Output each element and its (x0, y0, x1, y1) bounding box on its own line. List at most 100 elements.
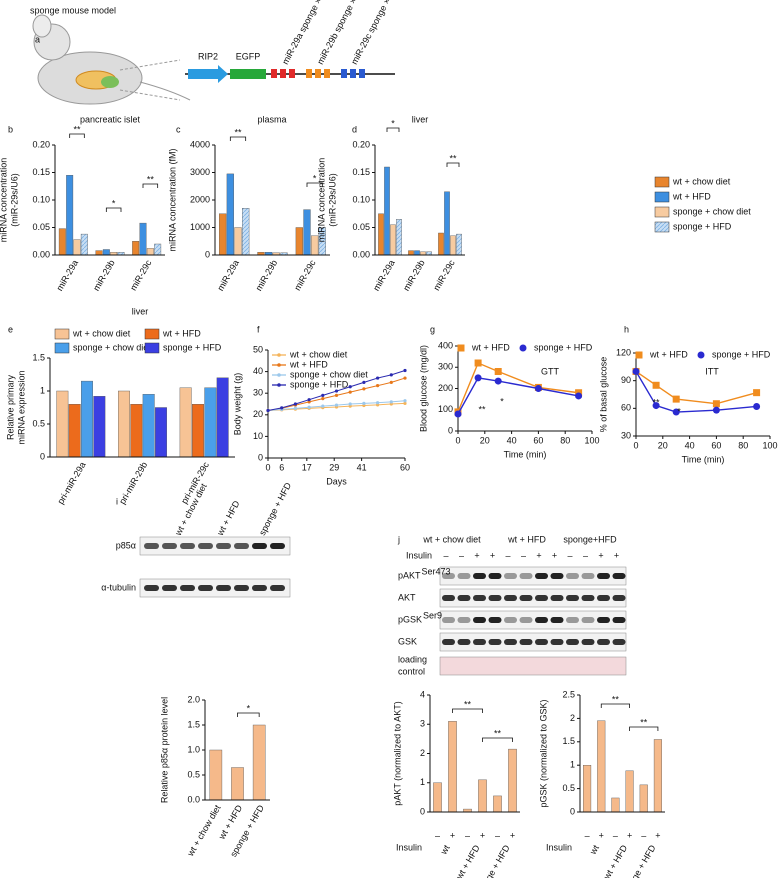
legend-label: wt + chow diet (72, 328, 131, 338)
y-tick-label: 1 (570, 760, 575, 770)
significance-label: * (391, 118, 395, 128)
bar (219, 213, 227, 256)
x-axis-label: Time (min) (682, 454, 725, 464)
data-point (293, 406, 297, 410)
blot-band (550, 639, 564, 645)
significance-label: ** (640, 717, 648, 727)
x-tick-label: 40 (507, 435, 517, 445)
blot-band (442, 573, 455, 579)
panel-letter: d (352, 124, 357, 134)
group-label: sponge+HFD (563, 534, 617, 544)
bar (146, 248, 154, 256)
data-point (454, 410, 462, 418)
y-tick-label: 4 (420, 689, 425, 699)
bar (66, 175, 74, 256)
insulin-label: Insulin (406, 550, 432, 560)
y-tick-label: 30 (621, 430, 631, 440)
group-label: wt + HFD (507, 534, 546, 544)
bar (597, 720, 606, 813)
insulin-label: Insulin (546, 842, 572, 852)
legend-swatch (144, 342, 160, 354)
bar (209, 749, 223, 801)
x-tick-label: miR-29b (254, 258, 280, 292)
y-tick-label: 120 (616, 347, 631, 357)
bar (56, 390, 69, 458)
bar (154, 243, 162, 256)
y-tick-label: 1000 (190, 222, 210, 232)
data-point (672, 395, 680, 403)
blot-band (198, 543, 213, 549)
blot-band (457, 573, 471, 579)
insulin-sign: + (552, 550, 557, 560)
data-point (389, 380, 393, 384)
blot-band (550, 595, 564, 601)
data-point (362, 401, 366, 405)
y-tick-label: 10 (253, 431, 263, 441)
data-point (389, 400, 393, 404)
x-tick-label: miR-29a (54, 258, 80, 292)
y-tick-label: 90 (621, 375, 631, 385)
y-tick-label: 400 (438, 340, 453, 350)
y-tick-label: 2 (420, 748, 425, 758)
blot (139, 536, 291, 556)
bar (118, 390, 130, 458)
blot-row-label: GSK (398, 636, 417, 646)
x-tick-label: 6 (279, 462, 284, 472)
bar (433, 782, 442, 813)
blot-band (535, 617, 548, 623)
y-axis-label: Relative primary (5, 374, 15, 440)
legend-swatch (54, 328, 70, 340)
data-point (348, 402, 352, 406)
legend-swatch (144, 328, 160, 340)
insulin-sign: – (641, 830, 646, 840)
bar (139, 222, 147, 256)
significance-label: ** (234, 127, 242, 137)
data-point (321, 397, 325, 401)
bar (508, 748, 517, 813)
insulin-sign: + (599, 830, 604, 840)
x-tick-label: 80 (560, 435, 570, 445)
blot-band (566, 639, 579, 645)
blot-band (504, 617, 517, 623)
bar (493, 795, 502, 813)
y-tick-label: 0.00 (352, 249, 370, 259)
y-axis-label: Blood glucose (mg/dl) (418, 345, 428, 432)
insulin-sign: + (450, 830, 455, 840)
significance-bracket (105, 207, 122, 212)
blot-band (597, 639, 610, 645)
data-point (519, 344, 527, 352)
x-tick-label: miR-29c (292, 258, 318, 292)
data-point (494, 368, 502, 375)
bar (130, 404, 143, 458)
y-axis-label: miRNA concentration (0, 158, 8, 243)
significance-label: * (247, 703, 251, 713)
data-point (403, 368, 407, 373)
y-tick-label: 1.5 (562, 736, 575, 746)
insulin-sign: + (627, 830, 632, 840)
blot-band (535, 595, 548, 601)
x-tick-label: miR-29a (215, 258, 241, 292)
blot-band (597, 573, 610, 579)
y-tick-label: 0.20 (32, 139, 50, 149)
blot-band (566, 617, 579, 623)
y-axis-label: miRNA expression (16, 370, 26, 444)
blot-band (504, 639, 517, 645)
data-point (334, 403, 339, 407)
insulin-sign: – (443, 550, 448, 560)
data-point (321, 404, 325, 408)
bar (625, 770, 634, 813)
blot-band (252, 585, 267, 591)
x-tick-label: wt + chow diet (185, 803, 223, 859)
blot (439, 656, 627, 676)
panel-letter: h (624, 324, 629, 334)
blot-band (488, 617, 502, 623)
x-tick-label: miR-29b (91, 258, 117, 292)
significance-bracket (452, 708, 483, 713)
blot-band (473, 573, 486, 579)
x-tick-label: 0 (455, 435, 460, 445)
blot-band (488, 639, 502, 645)
data-point (277, 353, 281, 357)
blot-band (198, 585, 213, 591)
legend-label: wt + HFD (162, 328, 201, 338)
chart-title: liver (132, 306, 149, 316)
